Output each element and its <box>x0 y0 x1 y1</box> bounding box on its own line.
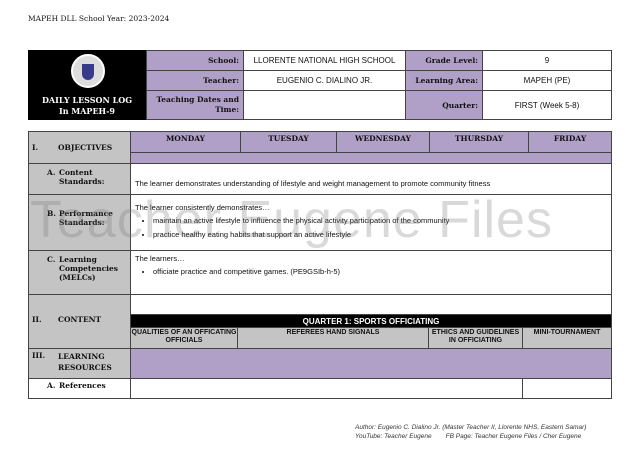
teacher-value: EUGENIO C. DIALINO JR. <box>243 70 406 91</box>
content-label: II. CONTENT <box>28 294 131 349</box>
day-monday: MONDAY <box>130 131 241 153</box>
dates-label: Teaching Dates and Time: <box>146 90 244 120</box>
log-subtitle: In MAPEH-9 <box>59 106 115 116</box>
day-friday: FRIDAY <box>528 131 612 153</box>
bullet-item: practice healthy eating habits that supp… <box>153 230 449 239</box>
performance-standards-text: The learner consistently demonstrates… m… <box>130 194 612 251</box>
area-label: Learning Area: <box>405 70 483 91</box>
document-title: MAPEH DLL School Year: 2023-2024 <box>28 14 170 23</box>
references-cell <box>522 378 612 399</box>
day-thursday: THURSDAY <box>429 131 529 153</box>
quarter-label: Quarter: <box>405 90 483 120</box>
quarter-value: FIRST (Week 5-8) <box>482 90 612 120</box>
topic: ETHICS AND GUIDELINES IN OFFICIATING <box>428 327 523 349</box>
day-wednesday: WEDNESDAY <box>336 131 430 153</box>
objectives-heading: I. OBJECTIVES <box>28 131 131 164</box>
quarter-title: QUARTER 1: SPORTS OFFICIATING <box>130 314 612 328</box>
topic: REFEREES HAND SIGNALS <box>237 327 429 349</box>
footer: Author: Eugenio C. Dialino Jr. (Master T… <box>355 424 587 440</box>
references-cell <box>130 378 523 399</box>
resources-band <box>130 348 612 379</box>
deped-seal-icon <box>71 54 105 88</box>
content-blank <box>130 294 612 315</box>
content-standards-label: A. Content Standards: <box>28 163 131 195</box>
bullet-item: maintain an active lifestyle to influenc… <box>153 216 449 225</box>
resources-label: III. LEARNING RESOURCES <box>28 348 131 379</box>
competencies-text: The learners… officiate practice and com… <box>130 250 612 295</box>
watermark: Teacher Eugene Files <box>30 191 553 249</box>
competencies-label: C. Learning Competencies (MELCs) <box>28 250 131 295</box>
log-title: DAILY LESSON LOG <box>41 95 133 105</box>
grade-value: 9 <box>482 50 612 71</box>
references-label: A. References <box>28 378 131 399</box>
topic: QUALITIES OF AN OFFICATING OFFICIALS <box>130 327 238 349</box>
grade-label: Grade Level: <box>405 50 483 71</box>
logo-block: DAILY LESSON LOG In MAPEH-9 <box>28 50 146 120</box>
content-standards-text: The learner demonstrates understanding o… <box>130 163 612 195</box>
school-label: School: <box>146 50 244 71</box>
teacher-label: Teacher: <box>146 70 244 91</box>
day-tuesday: TUESDAY <box>240 131 337 153</box>
school-value: LLORENTE NATIONAL HIGH SCHOOL <box>243 50 406 71</box>
bullet-item: officiate practice and competitive games… <box>153 267 340 276</box>
area-value: MAPEH (PE) <box>482 70 612 91</box>
topic: MINI-TOURNAMENT <box>522 327 612 349</box>
dates-value <box>243 90 406 120</box>
